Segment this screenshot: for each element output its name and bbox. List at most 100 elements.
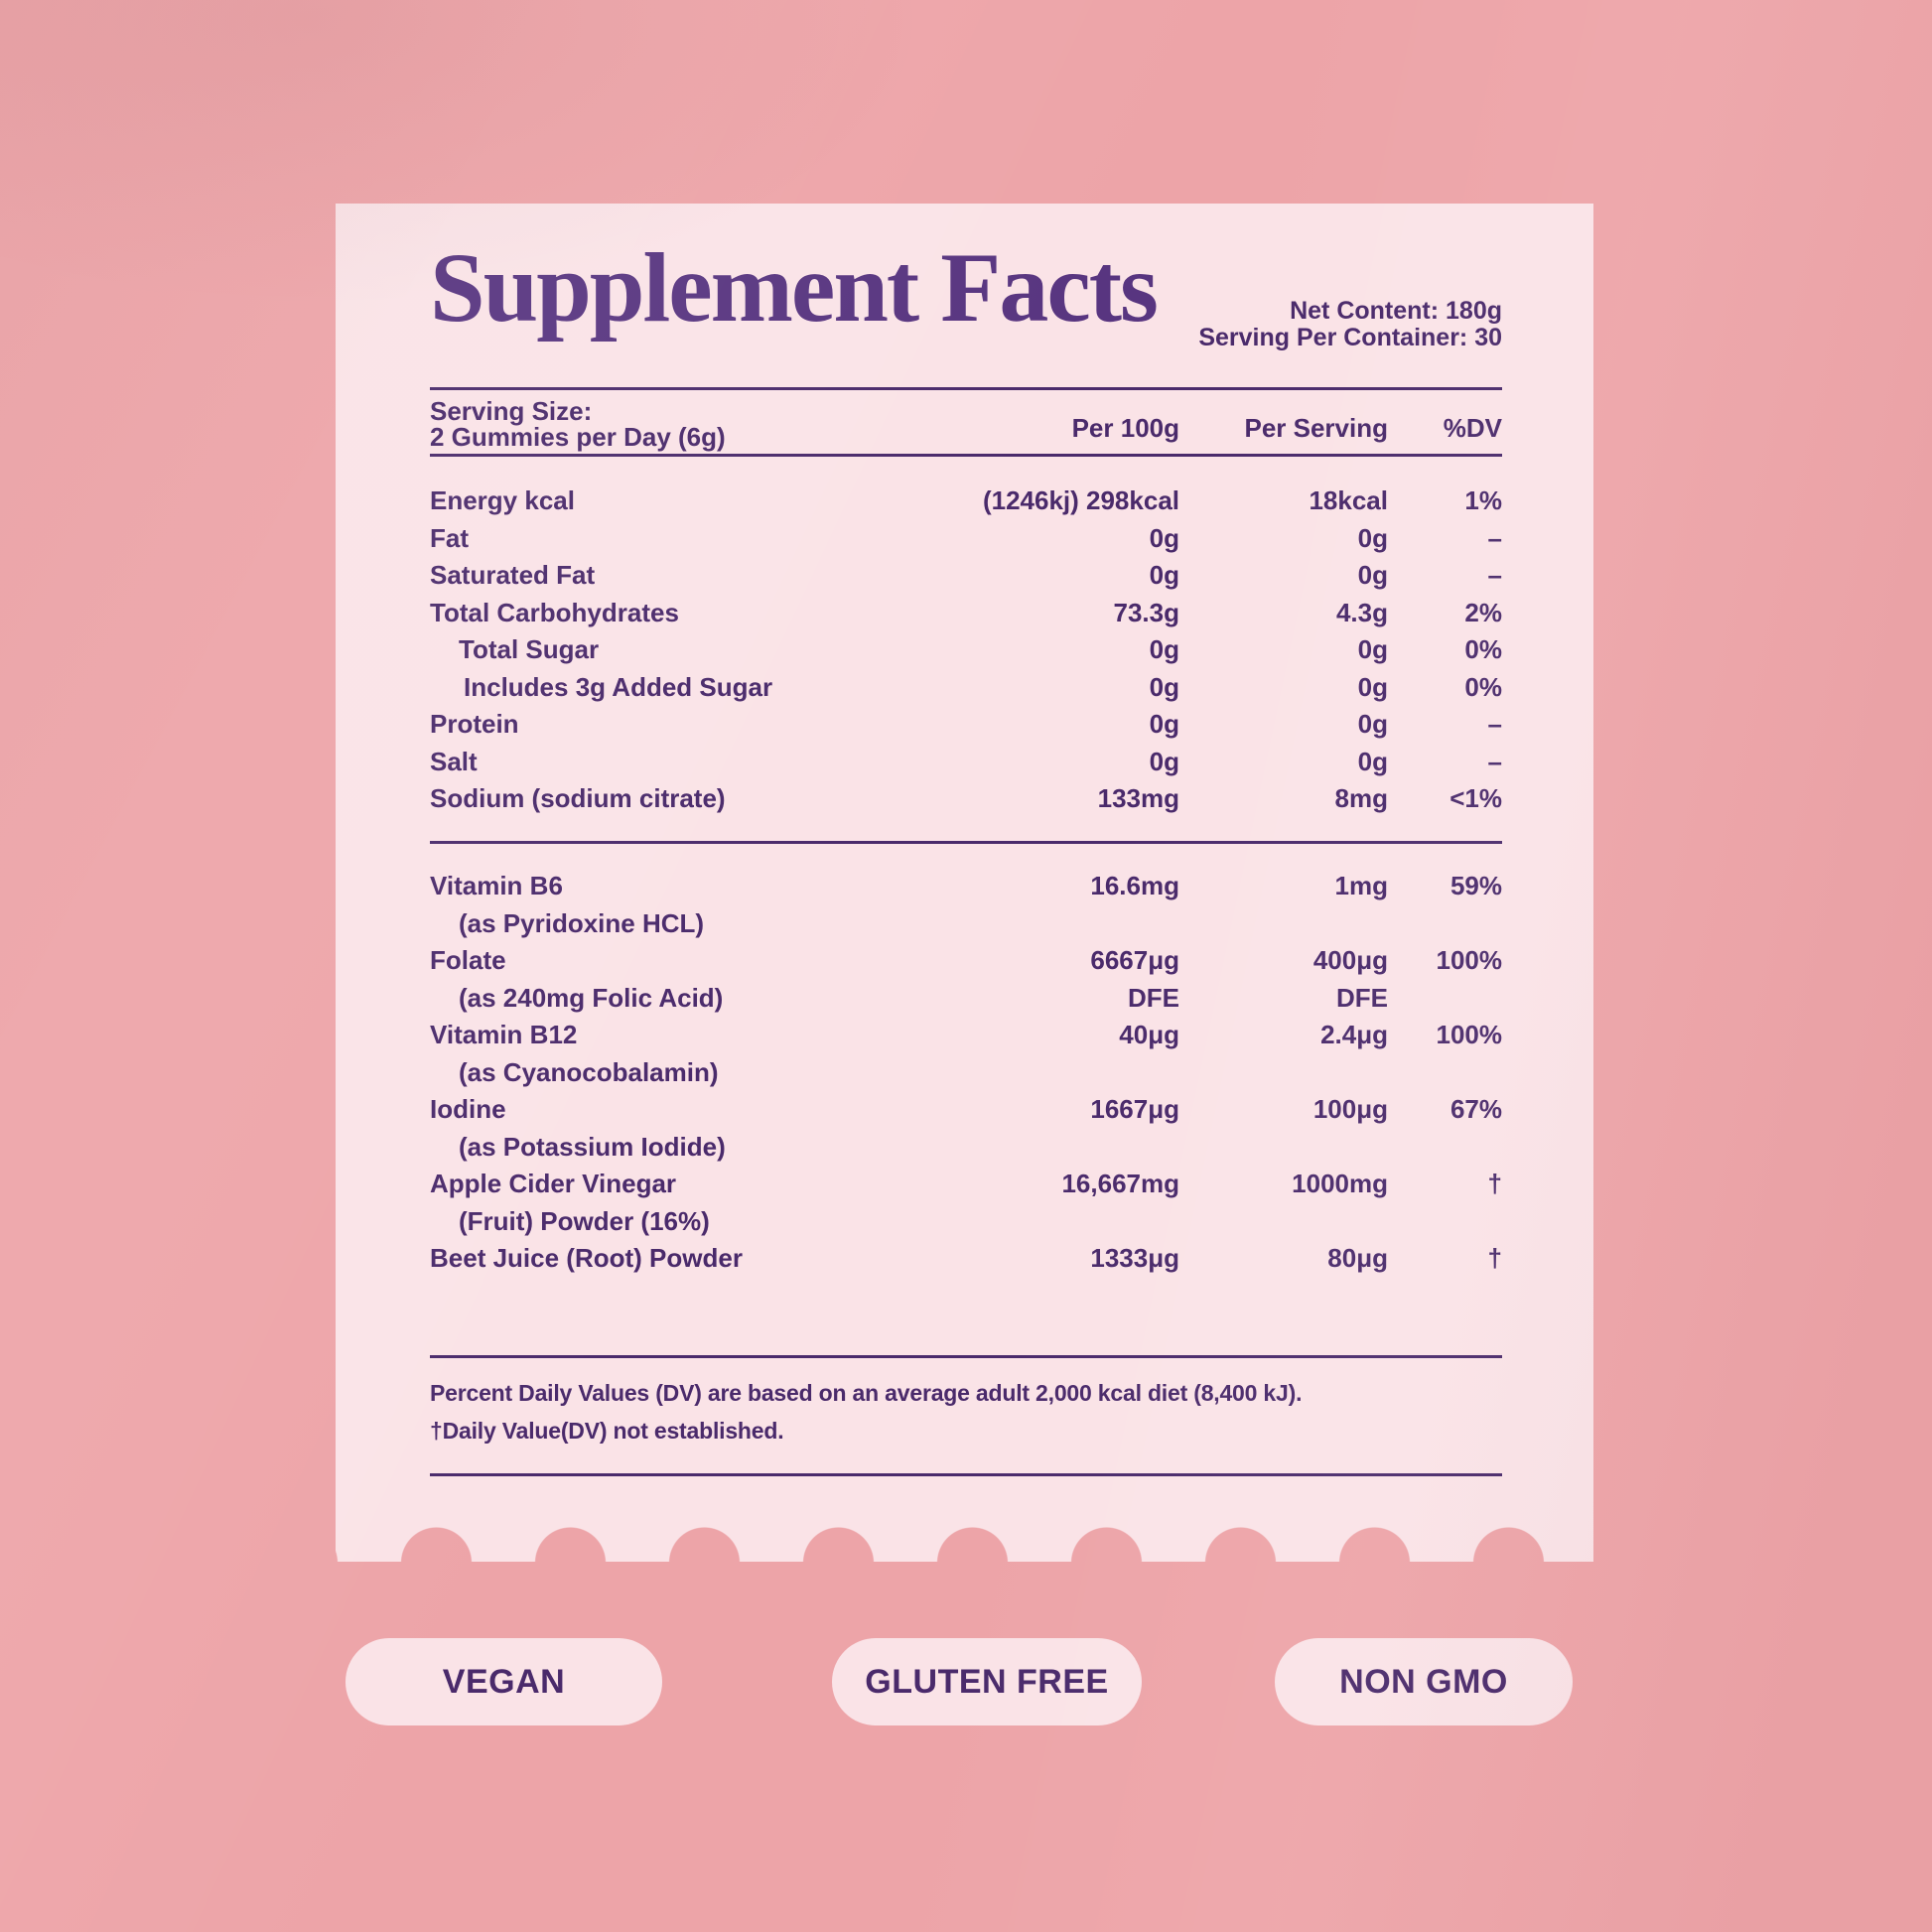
row-per-100g: 0g xyxy=(1149,522,1179,553)
row-per-serving: 1000mg xyxy=(1292,1169,1388,1198)
nutrition-row: Saturated Fat 0g 0g – xyxy=(430,557,1502,595)
divider-footnote-bottom xyxy=(430,1473,1502,1476)
serving-size-label: Serving Size: xyxy=(430,396,593,426)
row-per-serving: 4.3g xyxy=(1335,597,1388,627)
row-label: Beet Juice (Root) Powder xyxy=(430,1243,743,1273)
row-dv: 59% xyxy=(1449,871,1502,900)
nutrition-row: Energy kcal (1246kj) 298kcal 18kcal 1% xyxy=(430,483,1502,520)
row-per-100g: DFE xyxy=(1128,982,1179,1013)
row-label: Total Carbohydrates xyxy=(430,597,679,627)
divider-header xyxy=(430,454,1502,457)
row-per-100g: 133mg xyxy=(1097,783,1179,813)
row-per-100g: 0g xyxy=(1149,746,1179,776)
supplement-row: (as Cyanocobalamin) xyxy=(430,1054,1502,1092)
row-per-100g xyxy=(961,1054,1179,1092)
badge-vegan-label: VEGAN xyxy=(442,1662,566,1701)
row-per-serving: 0g xyxy=(1357,522,1388,553)
badge-gluten-free: GLUTEN FREE xyxy=(832,1638,1142,1725)
row-dv xyxy=(1388,1054,1502,1092)
scalloped-edge xyxy=(336,1522,1593,1563)
supplement-row: (as Pyridoxine HCL) xyxy=(430,905,1502,943)
row-label: Salt xyxy=(430,746,478,776)
row-label: Vitamin B6 xyxy=(430,871,563,900)
row-label: Saturated Fat xyxy=(430,560,596,590)
nutrition-row: Protein 0g 0g – xyxy=(430,706,1502,744)
row-per-100g: 73.3g xyxy=(1113,597,1180,627)
row-label: Vitamin B12 xyxy=(430,1020,578,1049)
row-label: Includes 3g Added Sugar xyxy=(464,671,773,702)
badge-gluten-free-label: GLUTEN FREE xyxy=(865,1662,1109,1701)
row-per-serving xyxy=(1179,905,1388,943)
row-label: Total Sugar xyxy=(459,634,600,664)
supplement-row: (as Potassium Iodide) xyxy=(430,1129,1502,1167)
row-per-serving xyxy=(1179,1129,1388,1167)
row-dv: 100% xyxy=(1436,945,1503,975)
row-per-100g xyxy=(961,1203,1179,1241)
row-per-100g: 16,667mg xyxy=(1061,1169,1179,1198)
supplement-row: Apple Cider Vinegar 16,667mg 1000mg † xyxy=(430,1166,1502,1203)
row-per-100g: 0g xyxy=(1149,560,1179,590)
row-label: Fat xyxy=(430,522,469,553)
row-label: (as Pyridoxine HCL) xyxy=(459,907,705,938)
row-dv: 0% xyxy=(1464,634,1502,664)
net-content-block: Net Content: 180g Serving Per Container:… xyxy=(1198,298,1502,351)
row-per-100g: 0g xyxy=(1149,634,1179,664)
row-per-100g: 1333μg xyxy=(1090,1243,1179,1273)
row-dv: – xyxy=(1487,746,1502,776)
table-header-row: Serving Size: 2 Gummies per Day (6g) Per… xyxy=(430,395,1502,450)
row-per-serving: 0g xyxy=(1357,671,1388,702)
row-dv xyxy=(1388,980,1502,1018)
serving-size-value: 2 Gummies per Day (6g) xyxy=(430,422,726,452)
nutrition-row: Includes 3g Added Sugar 0g 0g 0% xyxy=(430,669,1502,707)
row-dv: † xyxy=(1487,1169,1502,1198)
row-per-serving: 0g xyxy=(1357,746,1388,776)
row-label: Apple Cider Vinegar xyxy=(430,1169,677,1198)
row-label: (as Potassium Iodide) xyxy=(459,1131,726,1162)
badge-vegan: VEGAN xyxy=(345,1638,662,1725)
row-label: Protein xyxy=(430,709,519,739)
row-per-100g xyxy=(961,1129,1179,1167)
row-per-serving xyxy=(1179,1054,1388,1092)
supplement-row: Folate 6667μg 400μg 100% xyxy=(430,942,1502,980)
page-title: Supplement Facts xyxy=(430,232,1159,343)
row-dv: 100% xyxy=(1436,1020,1503,1049)
row-dv: † xyxy=(1487,1243,1502,1273)
row-per-serving: 2.4μg xyxy=(1320,1020,1388,1049)
row-per-serving xyxy=(1179,1203,1388,1241)
row-label: Iodine xyxy=(430,1094,506,1124)
badge-non-gmo-label: NON GMO xyxy=(1339,1662,1508,1701)
nutrition-row: Sodium (sodium citrate) 133mg 8mg <1% xyxy=(430,780,1502,818)
supplement-facts-card: Supplement Facts Net Content: 180g Servi… xyxy=(336,204,1593,1563)
row-per-serving: 18kcal xyxy=(1309,485,1388,515)
row-dv: – xyxy=(1487,709,1502,739)
row-per-100g: 0g xyxy=(1149,709,1179,739)
divider-section xyxy=(430,841,1502,844)
supplement-row: (as 240mg Folic Acid) DFE DFE xyxy=(430,980,1502,1018)
footnotes: Percent Daily Values (DV) are based on a… xyxy=(430,1374,1502,1449)
row-label: Sodium (sodium citrate) xyxy=(430,783,726,813)
nutrition-row: Total Sugar 0g 0g 0% xyxy=(430,631,1502,669)
footnote-dagger: †Daily Value(DV) not established. xyxy=(430,1418,784,1444)
supplement-row: (Fruit) Powder (16%) xyxy=(430,1203,1502,1241)
row-label: (as 240mg Folic Acid) xyxy=(459,982,724,1013)
row-per-serving: 0g xyxy=(1357,560,1388,590)
row-per-serving: 400μg xyxy=(1312,945,1388,975)
row-per-100g xyxy=(961,905,1179,943)
column-header-per-serving: Per Serving xyxy=(1244,413,1388,443)
supplement-row: Vitamin B6 16.6mg 1mg 59% xyxy=(430,868,1502,905)
row-per-100g: 40μg xyxy=(1119,1020,1179,1049)
row-per-serving: 8mg xyxy=(1334,783,1388,813)
row-dv xyxy=(1388,1129,1502,1167)
row-dv: 1% xyxy=(1464,485,1502,515)
serving-size-block: Serving Size: 2 Gummies per Day (6g) xyxy=(430,398,961,450)
nutrition-row: Salt 0g 0g – xyxy=(430,744,1502,781)
row-label: (Fruit) Powder (16%) xyxy=(459,1205,710,1236)
row-per-100g: 0g xyxy=(1149,671,1179,702)
row-dv: 0% xyxy=(1464,671,1502,702)
divider-footnote-top xyxy=(430,1355,1502,1358)
column-header-per-100g: Per 100g xyxy=(1071,413,1179,443)
column-header-dv: %DV xyxy=(1443,413,1502,443)
row-label: (as Cyanocobalamin) xyxy=(459,1056,719,1087)
row-label: Energy kcal xyxy=(430,485,575,515)
